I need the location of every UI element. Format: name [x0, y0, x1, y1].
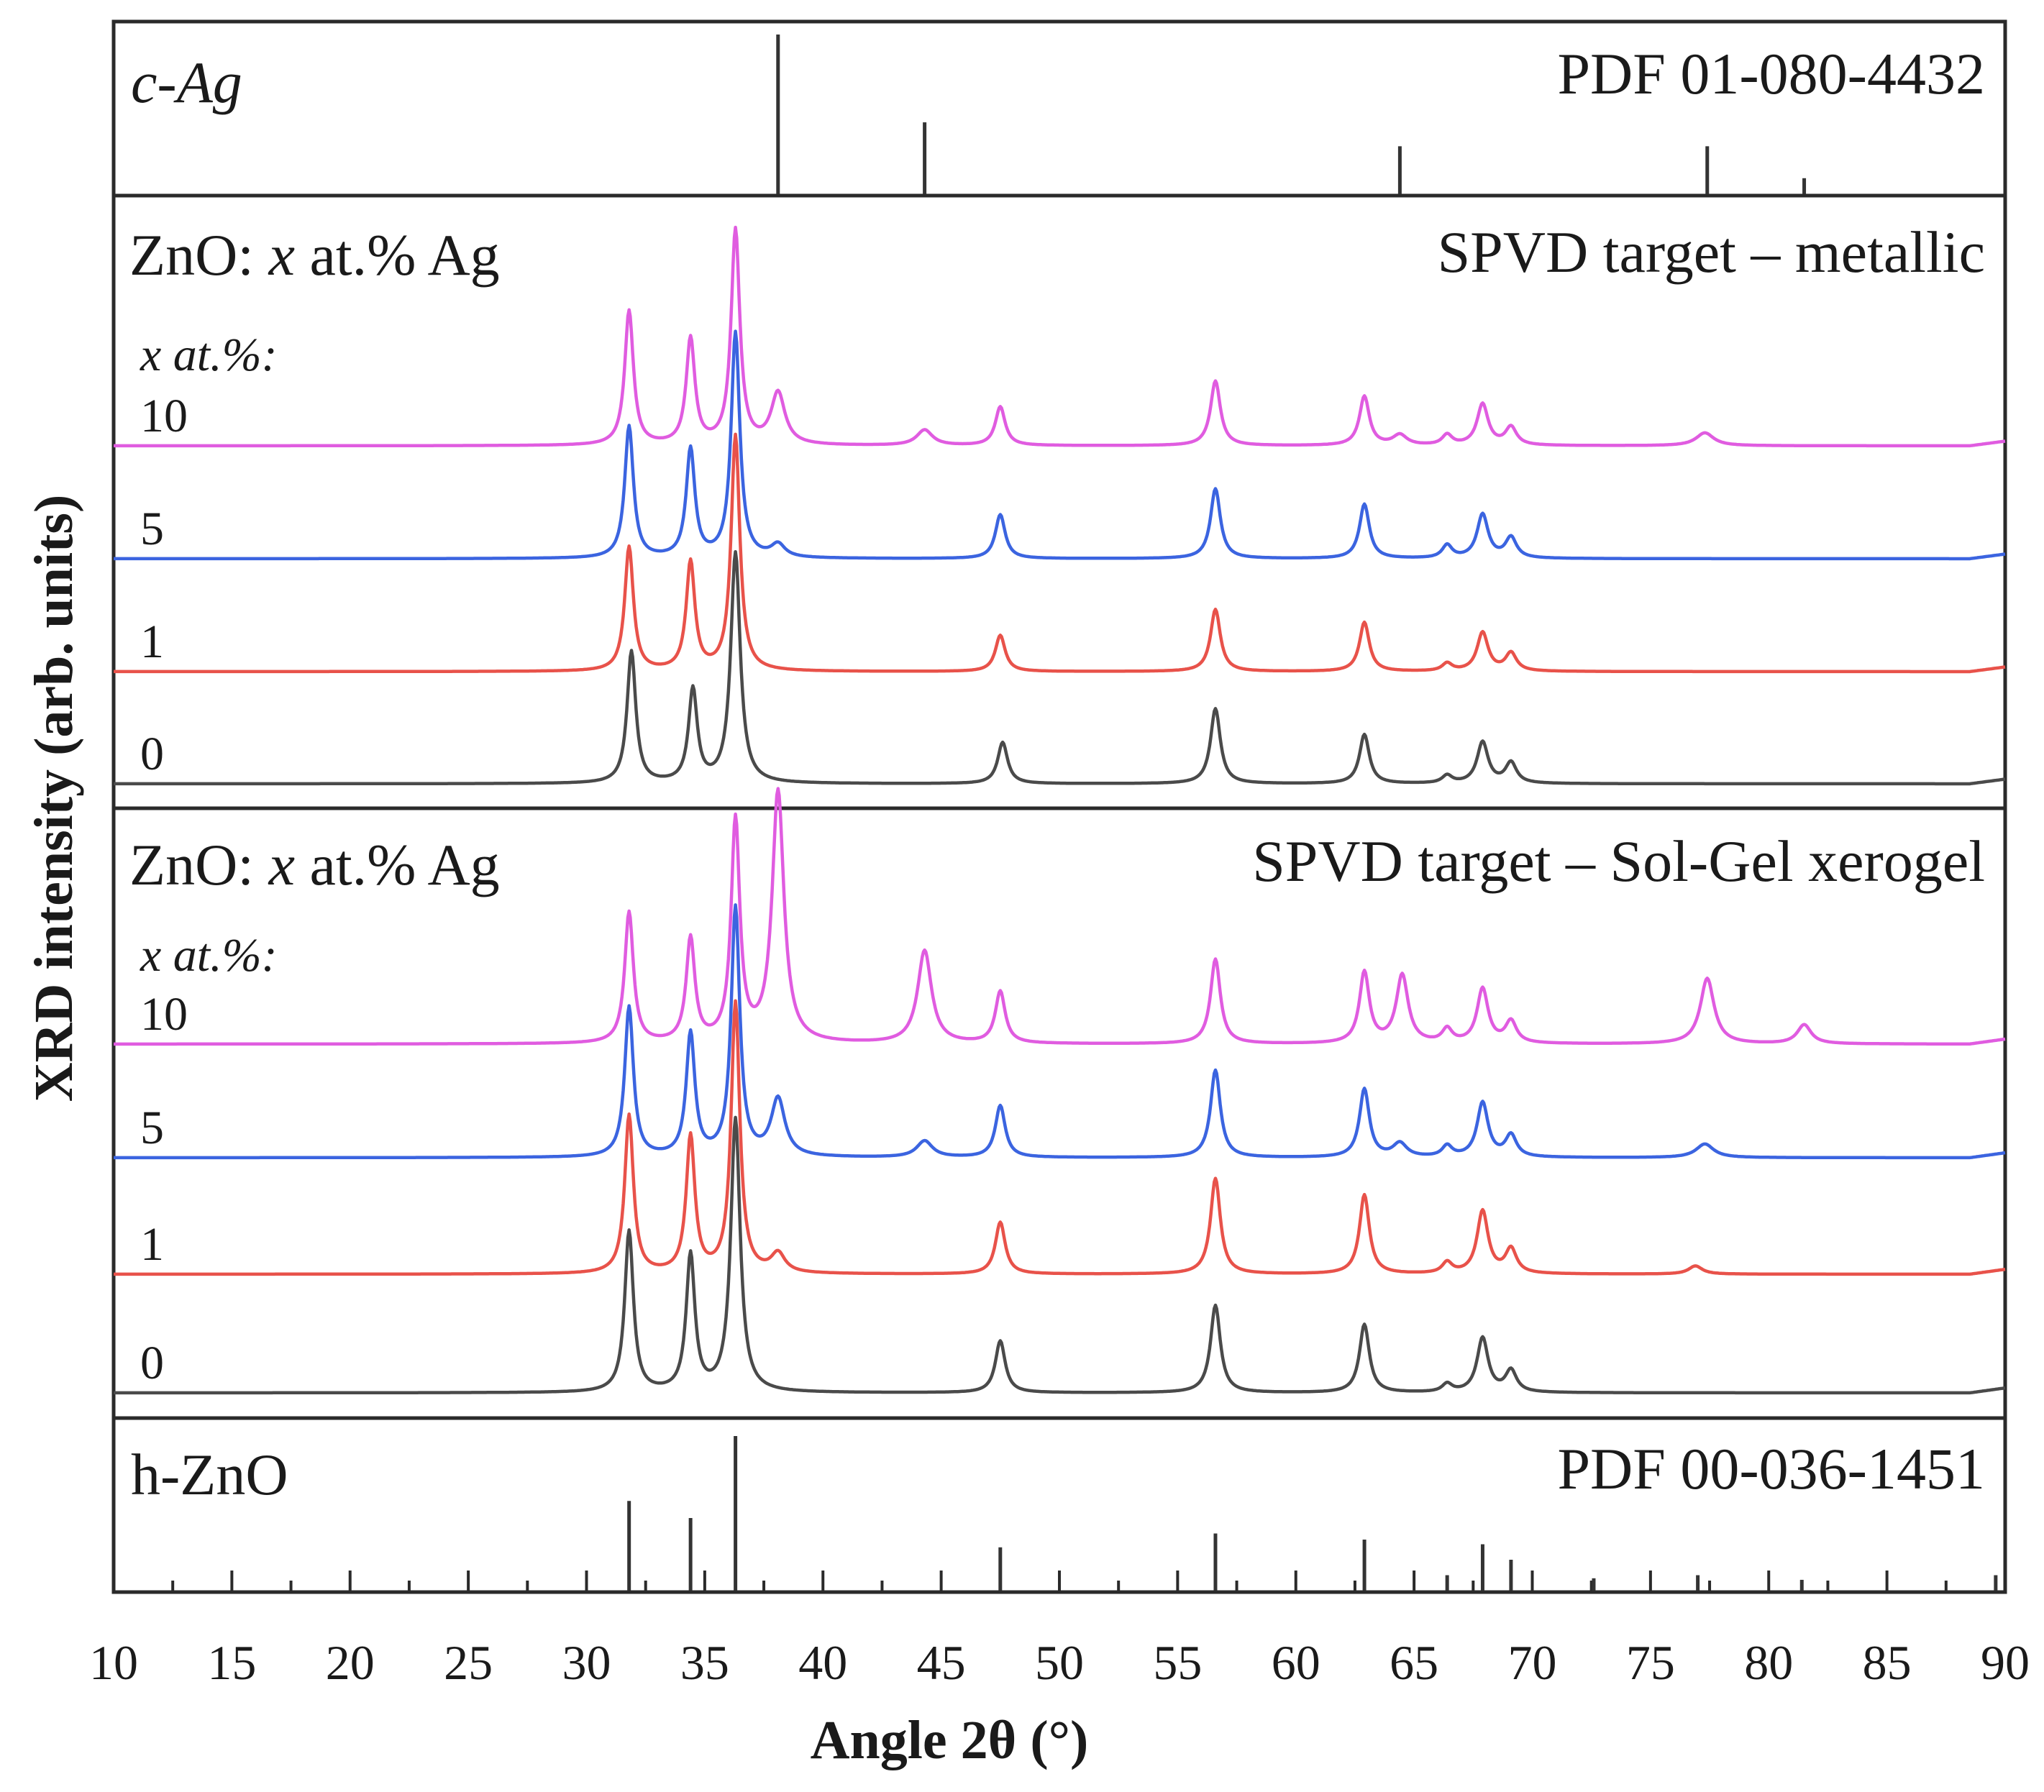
metallic-label-5: 5	[140, 503, 164, 555]
x-tick-label-15: 15	[207, 1635, 256, 1690]
cAg-reference-lines	[776, 35, 1807, 194]
metallic-label-10: 10	[140, 390, 188, 442]
solgel-title: ZnO: x at.% Ag	[129, 832, 500, 897]
solgel-trace-1	[113, 999, 2006, 1276]
metallic-trace-10	[113, 225, 2006, 448]
solgel-title-var: x	[268, 832, 295, 897]
x-tick-label-10: 10	[89, 1635, 138, 1690]
solgel-trace-0	[113, 1115, 2006, 1395]
metallic-target: SPVD target – metallic	[1438, 219, 1985, 285]
metallic-title: ZnO: x at.% Ag	[129, 222, 500, 288]
x-tick-label-45: 45	[917, 1635, 966, 1690]
metallic-x-header: x at.%:	[140, 329, 278, 381]
solgel-x-header: x at.%:	[140, 929, 278, 982]
solgel-label-1: 1	[140, 1218, 164, 1271]
x-tick-label-35: 35	[680, 1635, 729, 1690]
cAg-label: c-Ag	[131, 50, 242, 115]
metallic-trace-5	[113, 329, 2006, 561]
x-tick-label-50: 50	[1035, 1635, 1084, 1690]
x-tick-label-20: 20	[326, 1635, 375, 1690]
solgel-title-suffix: at.% Ag	[295, 832, 500, 897]
solgel-label-10: 10	[140, 988, 188, 1041]
hZnO-pdf: PDF 00-036-1451	[1557, 1436, 1985, 1501]
hZnO-label-text: h-ZnO	[131, 1442, 288, 1507]
x-tick-label-30: 30	[562, 1635, 611, 1690]
solgel-target: SPVD target – Sol-Gel xerogel	[1252, 828, 1985, 894]
panel-frame-solgel	[111, 806, 2007, 1420]
cAg-label-prefix: c-Ag	[131, 50, 242, 115]
metallic-label-1: 1	[140, 616, 164, 668]
x-tick-label-25: 25	[444, 1635, 493, 1690]
y-axis-title: XRD intensity (arb. units)	[24, 495, 84, 1102]
x-axis-title: Angle 2θ (°)	[811, 1710, 1089, 1770]
hZnO-label: h-ZnO	[131, 1442, 288, 1507]
metallic-trace-1	[113, 432, 2006, 674]
x-tick-label-60: 60	[1272, 1635, 1320, 1690]
metallic-title-prefix: ZnO:	[129, 222, 269, 288]
x-tick-label-55: 55	[1153, 1635, 1202, 1690]
x-tick-label-80: 80	[1744, 1635, 1793, 1690]
x-tick-label-65: 65	[1390, 1635, 1438, 1690]
solgel-label-0: 0	[140, 1337, 164, 1389]
x-tick-label-85: 85	[1863, 1635, 1912, 1690]
solgel-title-prefix: ZnO:	[129, 832, 269, 897]
metallic-label-0: 0	[140, 728, 164, 780]
metallic-trace-0	[113, 549, 2006, 786]
metallic-title-suffix: at.% Ag	[295, 222, 500, 288]
metallic-title-var: x	[268, 222, 295, 288]
x-tick-label-70: 70	[1508, 1635, 1557, 1690]
x-tick-label-40: 40	[798, 1635, 847, 1690]
solgel-trace-10	[113, 787, 2006, 1046]
hZnO-reference-lines	[627, 1436, 1998, 1591]
solgel-trace-5	[113, 903, 2006, 1160]
cAg-pdf: PDF 01-080-4432	[1557, 41, 1985, 106]
x-tick-label-75: 75	[1626, 1635, 1675, 1690]
solgel-label-5: 5	[140, 1102, 164, 1154]
x-tick-label-90: 90	[1981, 1635, 2030, 1690]
x-axis-ticks: 10 15 20 25 30 35 40 45 50 55 60 65 70 75 80 85 90	[89, 1571, 2030, 1690]
